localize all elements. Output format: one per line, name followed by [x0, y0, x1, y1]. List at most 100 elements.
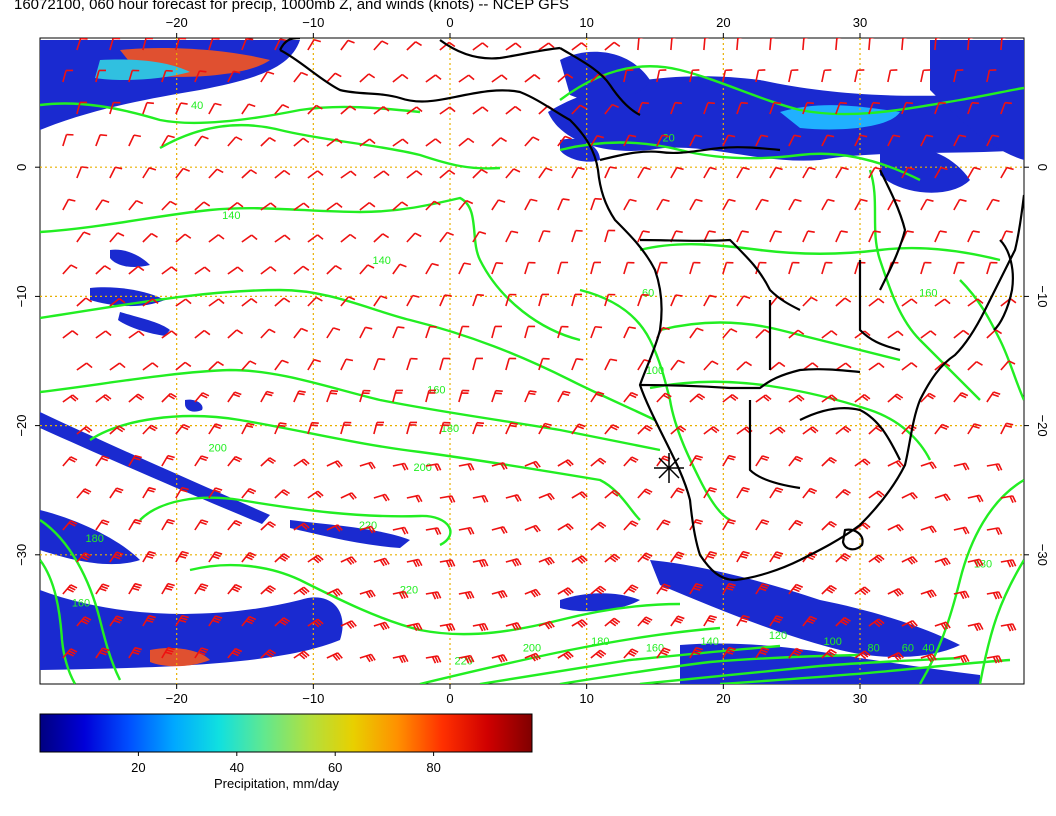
precip-ne-corner [930, 40, 1024, 160]
wind-barb [194, 519, 209, 531]
wind-barb [1000, 230, 1013, 243]
wind-barb [604, 166, 617, 179]
wind-barb [175, 38, 187, 51]
wind-barb [920, 589, 937, 599]
wind-barb [142, 101, 154, 115]
wind-barb [340, 492, 357, 500]
wind-barb [670, 38, 677, 51]
contour-line [559, 653, 861, 684]
wind-barb [439, 41, 456, 51]
wind-barb [854, 69, 865, 83]
wind-barb [736, 614, 750, 627]
wind-barb [62, 133, 74, 147]
wind-barb [76, 425, 93, 435]
wind-barb [274, 104, 290, 115]
wind-barb [307, 104, 323, 115]
wind-barb [392, 201, 409, 211]
wind-barb [538, 620, 555, 630]
precipitation-layer [40, 40, 1024, 684]
wind-barb [62, 330, 79, 339]
wind-barb [326, 264, 342, 275]
wind-barb [505, 357, 517, 371]
wind-barb [656, 261, 668, 275]
wind-barb [392, 73, 409, 83]
wind-barb [406, 421, 418, 435]
wind-barb [359, 589, 376, 599]
wind-barb [307, 358, 321, 371]
border-line [559, 47, 641, 116]
wind-barb [208, 615, 223, 627]
wind-barb [76, 166, 89, 179]
wind-barb [274, 234, 291, 243]
wind-barb [736, 550, 750, 563]
wind-barb [260, 71, 275, 83]
wind-barb [670, 425, 687, 435]
wind-barb [505, 622, 522, 631]
wind-barb [755, 394, 772, 403]
wind-barb [953, 462, 970, 471]
wind-barb [392, 526, 409, 535]
wind-barb [392, 389, 404, 403]
wind-barb [76, 616, 92, 627]
wind-barb [161, 266, 178, 275]
wind-barb [175, 614, 189, 627]
wind-barb [491, 389, 503, 403]
wind-barb [887, 134, 901, 147]
wind-barb [604, 424, 620, 435]
precip-colorbar: 20 40 60 80 [39, 713, 533, 775]
wind-barb [637, 230, 650, 243]
wind-barb [623, 456, 639, 467]
lon-tick-label-bottom: −20 [166, 691, 188, 706]
wind-barb [439, 357, 451, 371]
wind-barb [821, 134, 835, 147]
wind-barb [142, 614, 156, 627]
wind-barb [260, 521, 277, 531]
wind-barb [835, 101, 847, 115]
wind-barb [722, 393, 739, 403]
wind-barb [227, 329, 244, 339]
contour-label: 140 [372, 255, 390, 267]
contour-label: 120 [769, 630, 787, 642]
wind-barb [788, 134, 802, 147]
wind-barb [557, 261, 569, 275]
wind-barb [161, 200, 177, 211]
contour-label: 160 [72, 597, 90, 609]
wind-barb [854, 134, 868, 147]
wind-barb [95, 330, 112, 339]
wind-barb [472, 42, 489, 51]
wind-barb [722, 454, 736, 467]
wind-barb [458, 526, 475, 535]
wind-barb [439, 106, 456, 115]
map-axes: −20 −20 −10 −10 0 0 10 10 20 20 30 30 0 0 −10 −10 −20 −20… [14, 15, 1050, 706]
wind-barb [986, 655, 1003, 664]
wind-barb [274, 359, 289, 371]
wind-barb [887, 330, 904, 339]
wind-barb [986, 134, 1000, 147]
wind-barb [472, 293, 484, 307]
wind-barb [76, 552, 92, 563]
contour-line [959, 279, 1024, 401]
wind-barb [736, 166, 750, 179]
wind-barb [821, 648, 837, 659]
wind-barb [722, 261, 734, 275]
wind-barb [967, 360, 983, 371]
wind-barb [901, 362, 918, 371]
wind-barb [953, 261, 965, 275]
wind-barb [340, 233, 357, 243]
wind-barb [62, 648, 78, 659]
wind-barb [854, 394, 871, 403]
wind-barb [623, 198, 637, 211]
wind-barb [458, 590, 475, 600]
wind-barb [194, 329, 211, 339]
wind-barb [406, 357, 418, 371]
wind-barb [736, 230, 749, 243]
wind-barb [538, 230, 551, 243]
wind-barb [623, 391, 639, 403]
wind-barb [293, 137, 310, 147]
wind-barb [340, 170, 357, 179]
lon-tick-label-top: 10 [579, 15, 593, 30]
wind-barb [326, 72, 342, 83]
wind-barb [637, 166, 651, 179]
wind-barb [524, 325, 536, 339]
wind-barb [142, 38, 153, 51]
